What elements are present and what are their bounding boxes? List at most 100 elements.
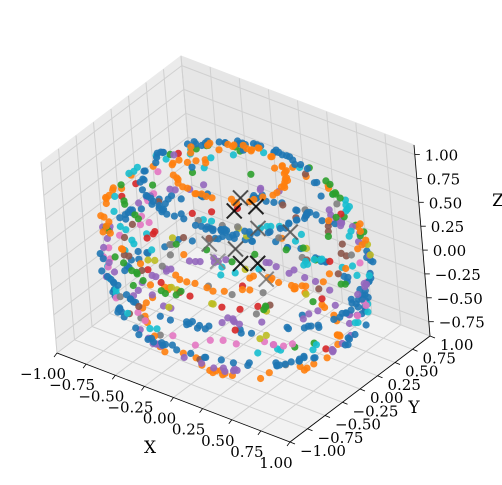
scatter-point [276,361,284,369]
scatter-point [205,234,213,242]
scatter-point [282,167,290,175]
scatter-point [220,287,228,295]
scatter-point [152,273,160,281]
scatter-point [331,189,339,197]
scatter-point [303,165,312,173]
grid-line [183,88,417,179]
scatter-point [168,161,176,169]
z-tick-label: 1.00 [425,147,458,165]
scatter-point [209,300,217,308]
scatter-point [361,283,369,291]
scatter-point [198,141,206,150]
scatter-point [265,259,273,267]
scatter-point [146,281,155,289]
scatter-point [259,193,267,201]
scatter-point [246,274,254,282]
scatter-point [154,168,162,176]
y-tick-label: −0.75 [318,429,364,447]
y-tick-label: 1.00 [440,336,473,354]
scatter-point [337,280,345,288]
x-tick-label: −1.00 [20,365,66,383]
scatter-point [134,215,142,223]
scatter-point [158,262,166,270]
centroid-marker [232,255,249,272]
grid-line [238,78,256,270]
scatter-point [187,349,195,357]
scatter-point [156,312,164,320]
y-tick-label: 0.75 [423,349,456,367]
scatter-point [161,348,169,356]
scatter-point [121,200,129,208]
scatter-point [105,259,113,267]
scatter-point [228,291,236,299]
scatter-point [125,252,133,260]
scatter-point [188,163,196,171]
scatter-point [177,195,185,203]
scatter-point [191,221,200,229]
y-tick [324,415,331,418]
x-tick-label: 1.00 [259,454,292,472]
scatter-point [166,241,174,249]
grid-line [75,135,93,327]
scatter-point [324,217,333,225]
scatter-point [180,251,188,259]
scatter-point [132,324,140,332]
scatter-point [165,303,173,311]
scatter-point [283,323,291,331]
scatter-point [161,340,170,349]
scatter-point [116,293,124,301]
scatter-point [135,302,143,311]
scatter-point [270,341,278,349]
scatter-point [217,271,225,279]
x-tick [199,408,203,413]
scatter-point [99,228,107,236]
centroid-marker [282,223,299,241]
grid-line [128,95,145,287]
scatter-point [353,271,361,279]
scatter-point [218,303,226,311]
grid-line [181,65,415,156]
scatter-point [329,348,337,356]
scatter-point [202,192,210,200]
scatter-point [332,213,340,221]
scatter-point [252,310,260,318]
grid-line [58,148,75,340]
scatter-point [309,346,317,354]
scatter-point [166,251,174,259]
scatter-point [229,142,237,150]
scatter-point [236,305,244,313]
scatter-point [265,369,273,377]
scatter-point [275,278,283,287]
scatter-point [238,286,246,294]
scatter-point [365,272,373,280]
centroid-marker [226,202,243,220]
scatter-point [162,267,171,275]
scatter-point [122,215,130,223]
scatter-point [125,169,133,177]
scatter-point [364,293,372,302]
grid-line [145,82,163,274]
scatter-point [208,194,216,202]
y-tick-label: 0.50 [405,363,438,381]
scatter-point [121,267,129,275]
scatter-point [102,222,110,230]
y-tick [359,388,366,392]
scatter-point [141,167,149,175]
scatter-point [317,192,325,200]
scatter-point [191,258,200,266]
scatter-point [172,240,180,248]
scatter-point [266,228,274,236]
grid-line [41,65,183,172]
scatter-point [281,360,289,368]
scatter-point [366,251,374,259]
scatter-point [316,256,324,264]
scatter-point [314,307,322,315]
scatter-point [134,247,142,256]
scatter-point [183,158,191,166]
scatter-point [347,295,355,303]
x-tick-label: −0.50 [78,387,124,405]
scatter-point [333,331,342,339]
scatter-point [302,290,310,298]
scatter-point [309,298,317,306]
